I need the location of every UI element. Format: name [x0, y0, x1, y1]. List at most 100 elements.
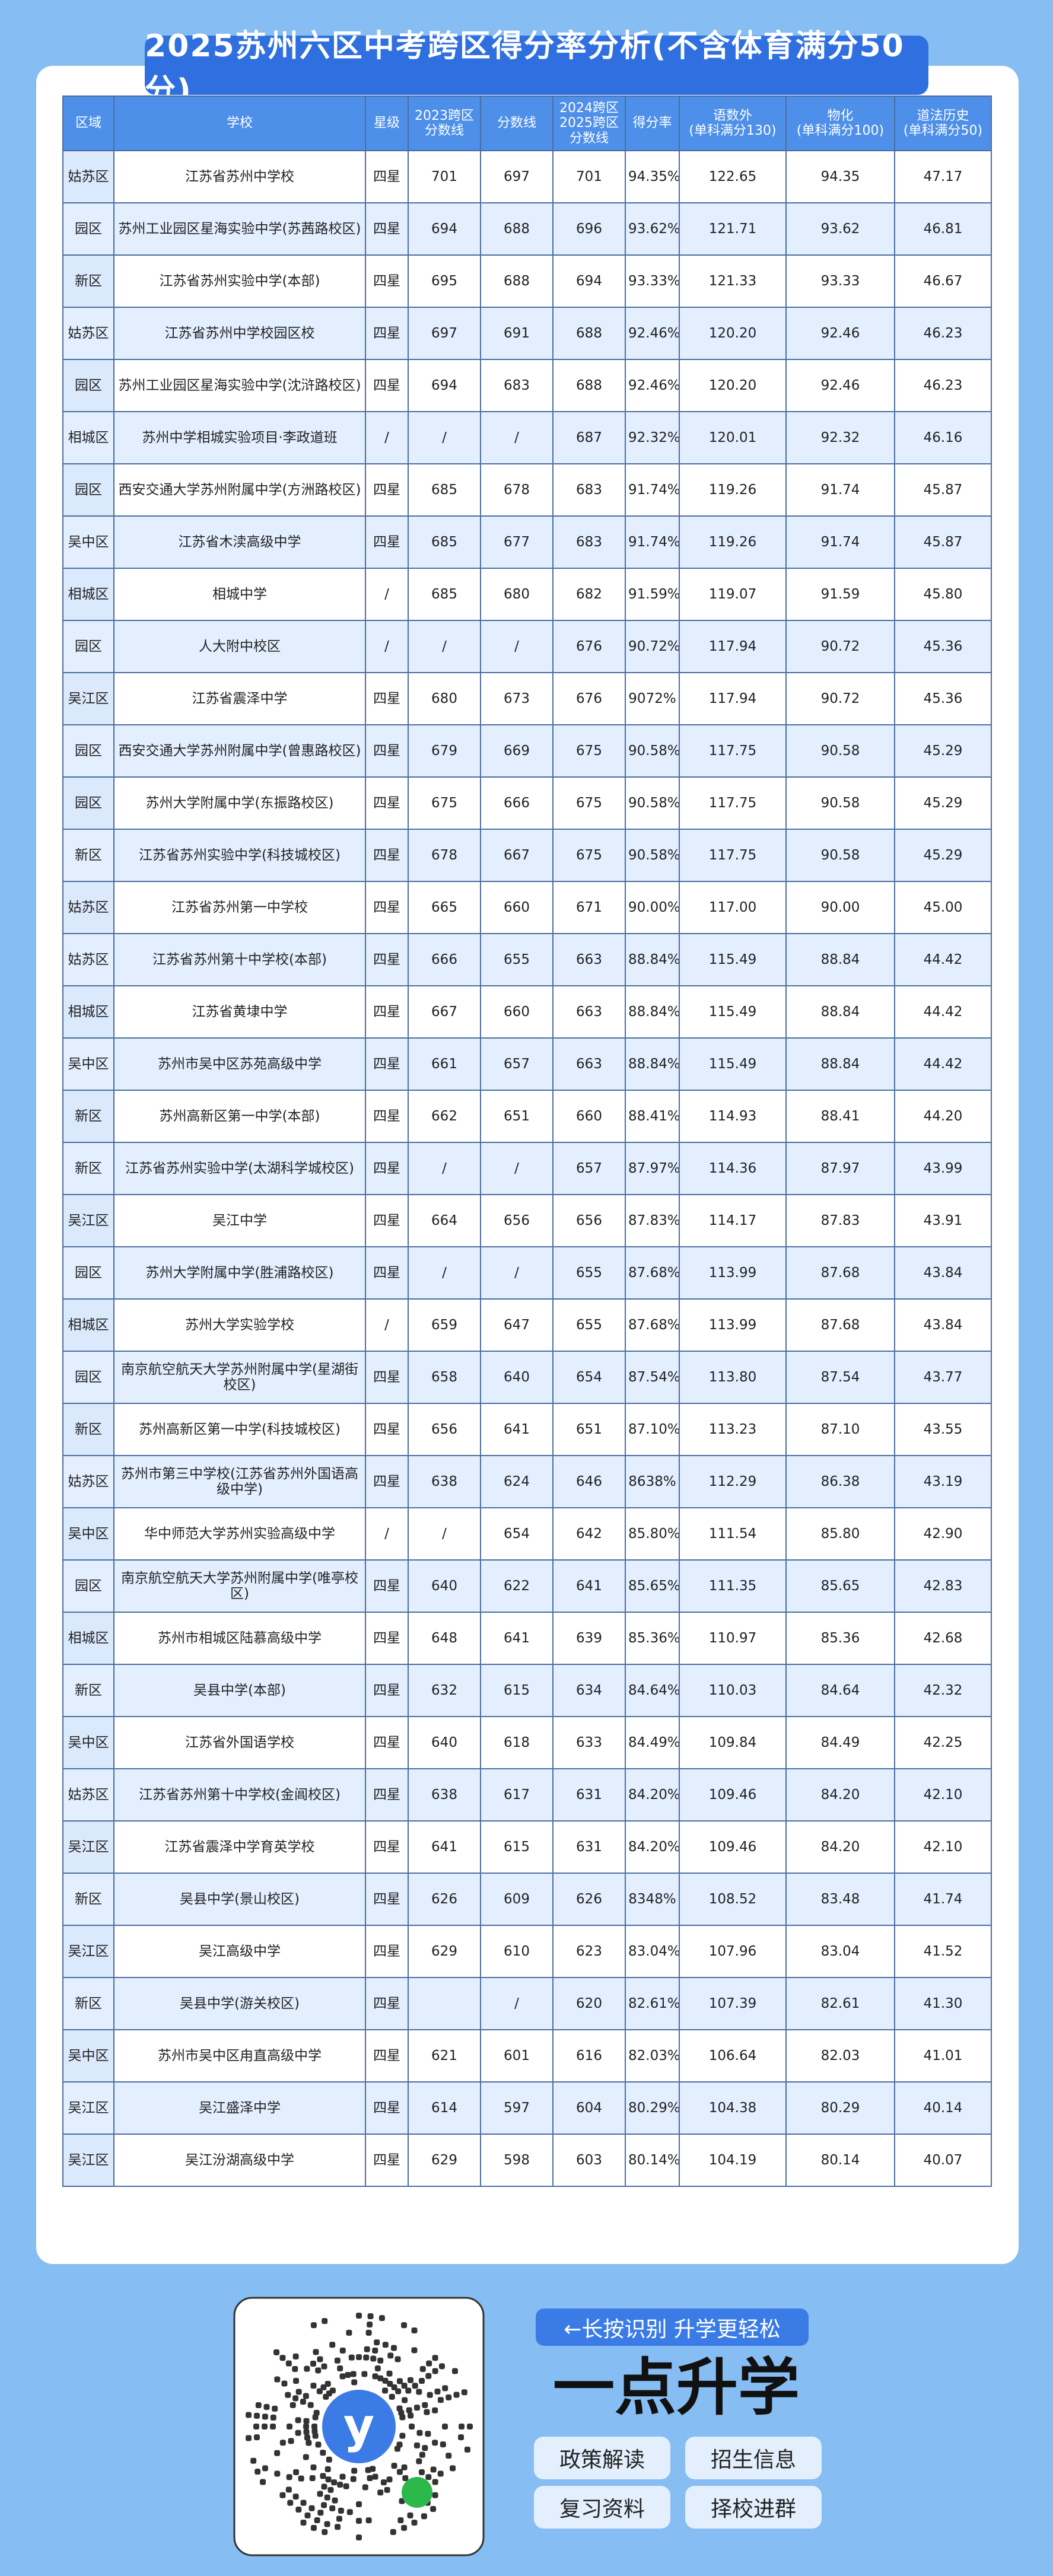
qr-dot — [270, 2414, 276, 2421]
table-cell: 115.49 — [679, 1037, 787, 1091]
qr-dot — [437, 2470, 444, 2477]
table-cell: 106.64 — [679, 2029, 787, 2083]
qr-dot — [312, 2414, 319, 2421]
table-cell: / — [365, 411, 409, 464]
qr-dot — [391, 2463, 397, 2469]
qr-dot — [320, 2450, 326, 2456]
table-row: 新区 吴县中学(景山校区) 四星 626 609 626 8348% 108.52 83.48 4… — [62, 1873, 992, 1926]
qr-dot — [361, 2371, 368, 2377]
qr-dot — [442, 2424, 448, 2429]
qr-dot — [356, 2354, 362, 2360]
table-row: 园区 苏州大学附属中学(胜浦路校区) 四星 //655 87.68% 113.99 87.6… — [62, 1246, 992, 1300]
table-cell: 93.62% — [625, 202, 680, 256]
table-cell: 85.80 — [785, 1507, 895, 1561]
table-cell: 651 — [480, 1090, 553, 1143]
qr-dot — [279, 2492, 286, 2498]
table-cell: 655 — [480, 933, 553, 986]
link-button[interactable]: 招生信息 — [685, 2437, 822, 2479]
table-cell: 682 — [552, 568, 626, 621]
table-cell: 41.30 — [894, 1977, 992, 2030]
table-cell: 111.35 — [679, 1559, 787, 1613]
qr-dot — [309, 2475, 316, 2481]
table-row: 园区 苏州大学附属中学(东振路校区) 四星 675 666 675 90.58% 117.75… — [62, 776, 992, 830]
qr-dot — [325, 2476, 332, 2483]
table-cell: 666 — [480, 776, 553, 830]
table-cell: 88.84 — [785, 985, 895, 1039]
table-cell: 8348% — [625, 1873, 680, 1926]
table-cell: 45.87 — [894, 463, 992, 517]
table-cell: 84.20% — [625, 1820, 680, 1874]
qr-dot — [424, 2409, 430, 2415]
table-cell: 苏州市第三中学校(江苏省苏州外国语高级中学) — [113, 1455, 366, 1508]
qr-dot — [350, 2371, 357, 2377]
table-cell: 603 — [552, 2134, 626, 2187]
qr-dot — [300, 2519, 307, 2526]
link-button[interactable]: 复习资料 — [534, 2486, 670, 2529]
table-row: 园区 人大附中校区 / //676 90.72% 117.94 90.72 45.36 — [62, 620, 992, 673]
qr-dot — [418, 2378, 425, 2384]
qr-dot — [321, 2483, 327, 2490]
qr-dot — [339, 2473, 346, 2480]
table-cell: 685 — [408, 463, 481, 517]
table-cell: 621 — [408, 2029, 481, 2083]
qr-dot — [413, 2405, 420, 2411]
qr-dot — [367, 2321, 373, 2327]
table-cell: 640 — [480, 1351, 553, 1404]
qr-dot — [401, 2383, 408, 2389]
header-cell: 物化 (单科满分100) — [785, 95, 895, 151]
table-cell: 四星 — [365, 1037, 409, 1091]
table-cell: 120.20 — [679, 359, 787, 412]
qr-dot — [412, 2383, 418, 2389]
region-cell: 吴江区 — [62, 2081, 114, 2135]
table-cell: 697 — [480, 150, 553, 203]
table-row: 吴江区 吴江汾湖高级中学 四星 629 598 603 80.14% 104.19 80.14 4… — [62, 2134, 992, 2187]
qr-dot — [396, 2378, 403, 2384]
table-cell: 江苏省苏州中学校 — [113, 150, 366, 203]
qr-dot — [362, 2484, 368, 2491]
table-cell: 42.25 — [894, 1716, 992, 1769]
qr-dot — [317, 2510, 324, 2516]
table-cell: 117.75 — [679, 829, 787, 882]
table-cell: 665 — [408, 881, 481, 934]
table-cell: 93.62 — [785, 202, 895, 256]
table-cell: 113.99 — [679, 1246, 787, 1300]
link-button[interactable]: 政策解读 — [534, 2437, 670, 2479]
table-row: 相城区 苏州大学实验学校/659 647 655 87.68% 113.99 87.68 43… — [62, 1298, 992, 1352]
table-cell: 88.84 — [785, 933, 895, 986]
table-cell: 87.68% — [625, 1246, 680, 1300]
table-cell: 688 — [480, 202, 553, 256]
qr-dot — [331, 2479, 338, 2486]
table-cell: 苏州市吴中区甪直高级中学 — [113, 2029, 366, 2083]
table-cell: 697 — [408, 307, 481, 360]
table-cell: 86.38 — [785, 1455, 895, 1508]
region-cell: 吴江区 — [62, 2134, 114, 2187]
link-button[interactable]: 择校进群 — [685, 2486, 822, 2529]
qr-dot — [310, 2361, 317, 2367]
qr-dot — [336, 2515, 342, 2522]
table-cell: 694 — [408, 202, 481, 256]
region-cell: 吴中区 — [62, 2029, 114, 2083]
table-cell: 660 — [480, 985, 553, 1039]
table-cell: 44.42 — [894, 985, 992, 1039]
qr-dot — [432, 2368, 438, 2374]
qr-dot — [365, 2517, 372, 2524]
qr-dot — [382, 2377, 389, 2384]
table-cell: 90.58% — [625, 776, 680, 830]
qr-dot — [335, 2524, 341, 2530]
table-cell: 46.81 — [894, 202, 992, 256]
table-cell: 吴江汾湖高级中学 — [113, 2134, 366, 2187]
table-cell: 675 — [408, 776, 481, 830]
qr-dot — [295, 2417, 301, 2424]
table-cell: 598 — [480, 2134, 553, 2187]
table-cell: 苏州市吴中区苏苑高级中学 — [113, 1037, 366, 1091]
region-cell: 相城区 — [62, 568, 114, 621]
qr-dot — [407, 2377, 413, 2383]
qr-dot — [430, 2466, 437, 2473]
qr-dot — [311, 2424, 317, 2429]
table-cell: 654 — [552, 1351, 626, 1404]
table-cell: 88.84% — [625, 1037, 680, 1091]
qr-dot — [327, 2486, 334, 2493]
table-cell: / — [408, 1142, 481, 1195]
table-cell: 626 — [552, 1873, 626, 1926]
table-cell: 吴县中学(本部) — [113, 1664, 366, 1717]
